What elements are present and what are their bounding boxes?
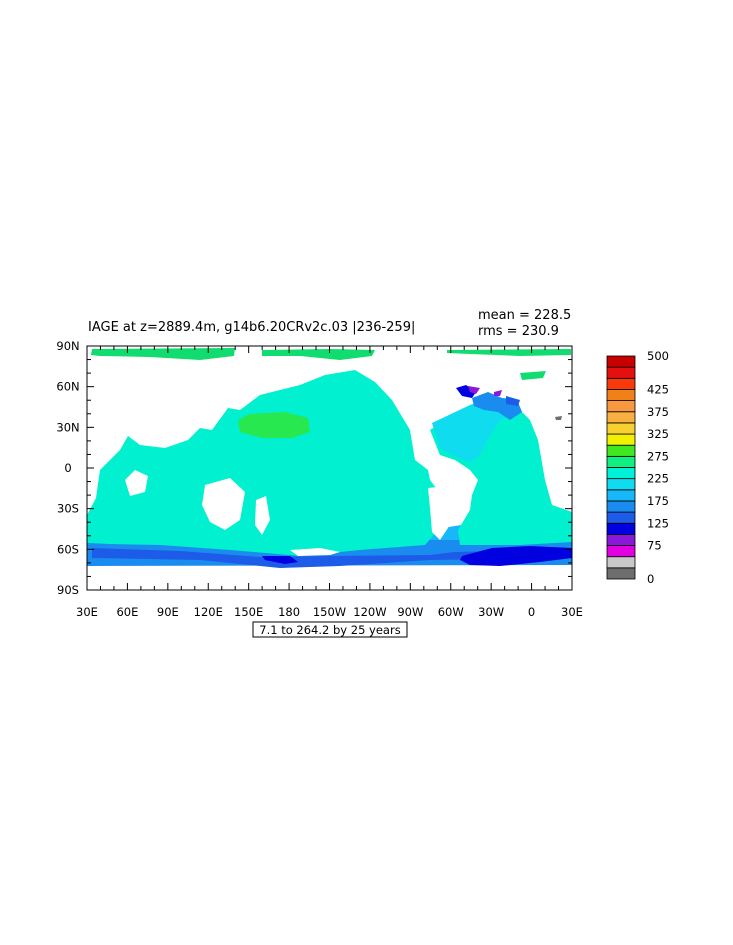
colorbar-label: 325 [647, 427, 669, 441]
colorbar-swatch [606, 400, 636, 413]
lon-tick-label: 120E [194, 605, 223, 619]
colorbar-swatch [606, 411, 636, 424]
lon-tick-label: 0 [528, 605, 535, 619]
colorbar-swatch [606, 366, 636, 379]
colorbar-swatch [606, 433, 636, 446]
contour-info-text: 7.1 to 264.2 by 25 years [259, 623, 400, 637]
colorbar-swatch [606, 567, 636, 580]
colorbar-label: 375 [647, 405, 669, 419]
colorbar-label: 75 [647, 539, 662, 553]
lat-tick-label: 30N [56, 420, 79, 434]
colorbar-swatch [606, 556, 636, 569]
colorbar-label: 225 [647, 472, 669, 486]
pacific-indian-ocean [87, 370, 438, 556]
north-pacific-green-patch [238, 412, 310, 438]
lon-tick-label: 30E [76, 605, 98, 619]
map-plot: 90N 60N 30N 0 30S 60S 90S 30E 60E 90E 120E 150E 180… [56, 339, 583, 619]
greenland-sea-blue [472, 392, 522, 420]
colorbar-swatch [606, 511, 636, 524]
colorbar-swatch [606, 389, 636, 402]
north-atlantic-light [432, 400, 515, 462]
colorbar-swatch [606, 534, 636, 546]
colorbar-label: 275 [647, 449, 669, 463]
ross-white-gap [290, 548, 340, 556]
colorbar-label: 0 [647, 572, 654, 586]
colorbar-label: 500 [647, 349, 669, 363]
lon-tick-label: 90E [157, 605, 179, 619]
latitude-labels: 90N 60N 30N 0 30S 60S 90S [56, 339, 79, 597]
colorbar: 500 425 375 325 275 225 175 125 75 0 [606, 349, 669, 586]
lat-tick-label: 90S [57, 583, 79, 597]
ross-dark-blue [262, 556, 298, 564]
lon-tick-label: 30W [478, 605, 504, 619]
nordic-purple [494, 390, 502, 396]
colorbar-swatch [606, 545, 636, 558]
lon-tick-label: 150E [234, 605, 263, 619]
contour-info-box: 7.1 to 264.2 by 25 years [252, 621, 408, 638]
colorbar-label: 125 [647, 516, 669, 530]
lon-tick-label: 180 [278, 605, 300, 619]
colorbar-swatch [606, 355, 636, 368]
new-zealand-land [255, 496, 270, 535]
indian-ocean-land [125, 470, 148, 496]
lon-tick-label: 150W [313, 605, 346, 619]
lat-tick-label: 60S [57, 542, 79, 556]
labrador-purple [468, 386, 480, 394]
weddell-dark-blue [460, 546, 572, 566]
labrador-dark-blue [456, 385, 476, 398]
colorbar-swatch [606, 500, 636, 513]
south-america-land [428, 486, 460, 540]
lon-tick-label: 60W [438, 605, 464, 619]
arctic-strip-east [447, 349, 571, 356]
lon-tick-label: 30E [561, 605, 583, 619]
axis-ticks [86, 345, 573, 591]
lon-tick-label: 90W [397, 605, 423, 619]
colorbar-swatch [606, 444, 636, 457]
southern-band-dark [92, 548, 572, 568]
lat-tick-label: 60N [56, 380, 79, 394]
colorbar-swatch [606, 522, 636, 535]
barents-blue [506, 396, 520, 406]
colorbar-swatch [606, 489, 636, 502]
colorbar-swatch [606, 455, 636, 468]
plot-title: IAGE at z=2889.4m, g14b6.20CRv2c.03 |236… [88, 320, 415, 335]
colorbar-label: 175 [647, 494, 669, 508]
lon-tick-label: 60E [116, 605, 138, 619]
longitude-labels: 30E 60E 90E 120E 150E 180 150W 120W 90W 60W 30W 0 30… [76, 605, 583, 619]
rms-label: rms = 230.9 [478, 324, 559, 339]
colorbar-swatch [606, 478, 636, 491]
lat-tick-label: 30S [57, 502, 79, 516]
colorbar-swatch [606, 377, 636, 390]
colorbar-swatch [606, 422, 636, 435]
lon-tick-label: 120W [353, 605, 386, 619]
lat-tick-label: 0 [64, 461, 71, 475]
colorbar-swatch [606, 467, 636, 480]
australia-land [202, 478, 245, 530]
arctic-islet [520, 371, 546, 380]
grey-island-marker [555, 416, 562, 420]
arctic-strip-central [262, 349, 375, 360]
mean-label: mean = 228.5 [478, 308, 571, 323]
lat-tick-label: 90N [56, 339, 79, 353]
colorbar-label: 425 [647, 382, 669, 396]
